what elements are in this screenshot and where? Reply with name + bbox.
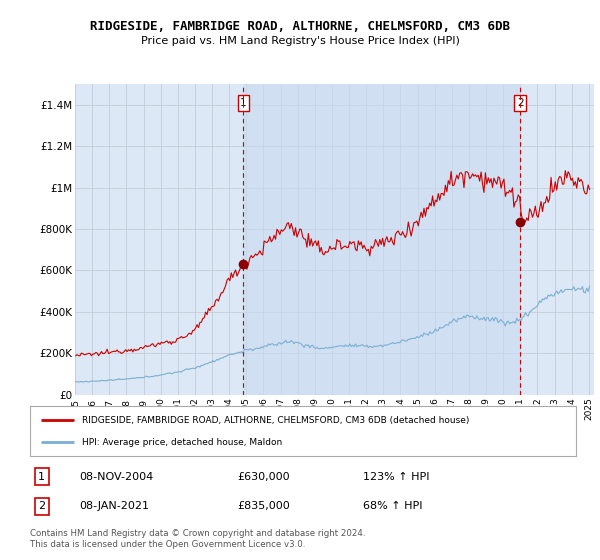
Text: 2: 2 — [38, 501, 46, 511]
Text: Contains HM Land Registry data © Crown copyright and database right 2024.
This d: Contains HM Land Registry data © Crown c… — [30, 529, 365, 549]
Text: 123% ↑ HPI: 123% ↑ HPI — [363, 472, 430, 482]
Text: 1: 1 — [240, 98, 247, 108]
Text: 1: 1 — [38, 472, 45, 482]
Text: HPI: Average price, detached house, Maldon: HPI: Average price, detached house, Mald… — [82, 438, 282, 447]
Text: 08-JAN-2021: 08-JAN-2021 — [79, 501, 149, 511]
Text: 2: 2 — [517, 98, 524, 108]
Text: £835,000: £835,000 — [238, 501, 290, 511]
Text: Price paid vs. HM Land Registry's House Price Index (HPI): Price paid vs. HM Land Registry's House … — [140, 36, 460, 46]
Text: 08-NOV-2004: 08-NOV-2004 — [79, 472, 154, 482]
Text: 68% ↑ HPI: 68% ↑ HPI — [363, 501, 422, 511]
Text: RIDGESIDE, FAMBRIDGE ROAD, ALTHORNE, CHELMSFORD, CM3 6DB: RIDGESIDE, FAMBRIDGE ROAD, ALTHORNE, CHE… — [90, 20, 510, 32]
Bar — [244, 84, 520, 395]
Text: RIDGESIDE, FAMBRIDGE ROAD, ALTHORNE, CHELMSFORD, CM3 6DB (detached house): RIDGESIDE, FAMBRIDGE ROAD, ALTHORNE, CHE… — [82, 416, 469, 424]
Text: £630,000: £630,000 — [238, 472, 290, 482]
